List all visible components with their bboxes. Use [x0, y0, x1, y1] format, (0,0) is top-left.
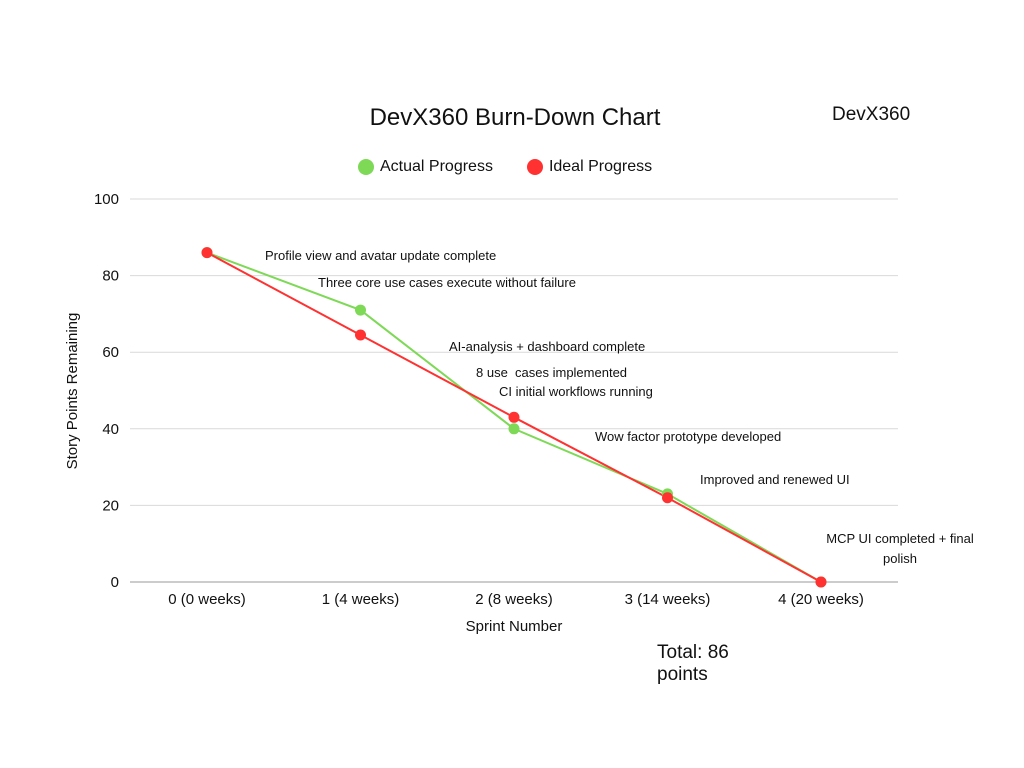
- data-point-ideal: [508, 411, 520, 423]
- y-tick-label: 20: [102, 497, 119, 514]
- annotation-label: MCP UI completed + final: [826, 531, 974, 546]
- x-tick-label: 3 (14 weeks): [625, 591, 711, 608]
- annotation-label: CI initial workflows running: [499, 384, 653, 399]
- annotation-label: 8 use cases implemented: [476, 365, 627, 380]
- data-point-actual: [355, 304, 366, 316]
- y-tick-label: 60: [102, 344, 119, 361]
- annotation-label: Wow factor prototype developed: [595, 429, 781, 444]
- data-point-ideal: [662, 492, 673, 504]
- annotation-label: Profile view and avatar update complete: [265, 248, 496, 263]
- y-tick-label: 100: [94, 191, 119, 208]
- data-point-ideal: [201, 247, 213, 259]
- chart-title: DevX360 Burn-Down Chart: [369, 104, 661, 131]
- data-point-ideal: [355, 329, 366, 341]
- data-point-ideal: [815, 576, 827, 588]
- total-points-label: Total: 86 points: [657, 642, 729, 685]
- x-tick-label: 2 (8 weeks): [475, 591, 553, 608]
- legend-dot-actual: [358, 159, 374, 175]
- chart-legend: Actual Progress Ideal Progress: [358, 158, 686, 176]
- x-axis-label: Sprint Number: [466, 618, 563, 635]
- x-tick-label: 0 (0 weeks): [168, 591, 246, 608]
- annotation-label: polish: [883, 551, 917, 566]
- data-point-actual: [508, 423, 520, 435]
- legend-item-actual: Actual Progress: [358, 158, 493, 176]
- annotation-label: AI-analysis + dashboard complete: [449, 339, 645, 354]
- annotation-label: Three core use cases execute without fai…: [318, 275, 576, 290]
- y-tick-label: 40: [102, 421, 119, 438]
- legend-label-ideal: Ideal Progress: [548, 158, 653, 175]
- x-tick-label: 1 (4 weeks): [322, 591, 400, 608]
- legend-dot-ideal: [526, 159, 543, 175]
- legend-label-actual: Actual Progress: [380, 158, 493, 175]
- brand-label: DevX360: [832, 104, 911, 125]
- y-axis-label: Story Points Remaining: [64, 313, 81, 470]
- annotation-label: Improved and renewed UI: [700, 472, 850, 487]
- y-tick-label: 0: [111, 574, 119, 591]
- legend-item-ideal: Ideal Progress: [526, 158, 653, 176]
- x-tick-label: 4 (20 weeks): [778, 591, 864, 608]
- y-tick-label: 80: [102, 268, 119, 285]
